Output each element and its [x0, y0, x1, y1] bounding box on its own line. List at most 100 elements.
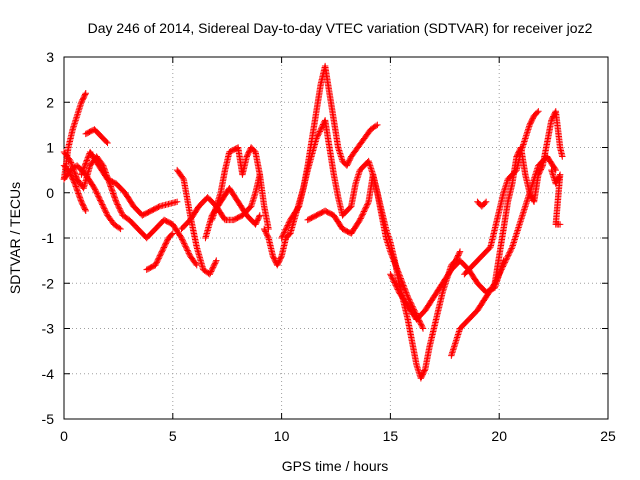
data-point	[108, 184, 115, 192]
data-point	[95, 193, 102, 200]
series-track-20	[548, 166, 564, 228]
data-point	[364, 201, 371, 208]
y-tick-label: -3	[42, 321, 55, 337]
y-tick-label: 3	[46, 49, 54, 65]
data-point	[75, 190, 82, 197]
data-point	[71, 180, 79, 187]
x-tick-label: 10	[274, 428, 290, 444]
data-point	[358, 213, 365, 221]
data-point	[173, 198, 181, 205]
data-point	[152, 261, 159, 269]
data-point	[113, 199, 121, 207]
data-point	[110, 190, 117, 197]
data-point	[97, 198, 105, 205]
data-point	[72, 171, 79, 179]
series-track-14	[304, 171, 464, 382]
data-point	[111, 194, 118, 201]
data-point	[419, 323, 426, 331]
data-point	[315, 131, 322, 138]
y-tick-label: 2	[46, 94, 54, 110]
data-point	[104, 176, 112, 183]
data-point	[357, 215, 364, 222]
data-point	[318, 124, 325, 131]
data-point	[78, 171, 85, 178]
data-point	[418, 322, 425, 329]
x-axis-label: GPS time / hours	[282, 458, 389, 474]
data-point	[508, 245, 515, 252]
data-point	[82, 160, 89, 167]
data-point	[84, 154, 92, 161]
data-point	[68, 173, 75, 181]
data-point	[207, 268, 215, 275]
data-point	[264, 233, 272, 240]
data-point	[279, 233, 286, 240]
data-point	[400, 282, 407, 289]
data-point	[83, 158, 90, 166]
data-point	[157, 251, 164, 258]
data-point	[98, 199, 105, 207]
data-point	[169, 230, 176, 237]
data-point	[387, 271, 394, 278]
data-points	[60, 62, 566, 382]
data-point	[186, 251, 193, 258]
series-track-12	[260, 62, 381, 269]
data-point	[505, 252, 512, 259]
data-point	[116, 206, 124, 214]
data-point	[358, 212, 366, 219]
data-point	[108, 186, 115, 193]
data-point	[346, 204, 354, 211]
data-point	[69, 164, 77, 172]
data-point	[102, 170, 110, 178]
data-point	[499, 263, 507, 270]
data-point	[82, 207, 89, 215]
data-point	[72, 173, 80, 180]
data-point	[163, 237, 171, 244]
data-point	[400, 283, 408, 291]
data-point	[103, 209, 110, 216]
data-point	[389, 275, 396, 282]
data-point	[162, 240, 170, 247]
data-point	[67, 157, 74, 165]
data-point	[99, 162, 107, 169]
data-point	[91, 186, 99, 193]
data-point	[535, 108, 542, 115]
data-point	[77, 197, 85, 204]
data-point	[102, 169, 109, 176]
data-point	[102, 208, 109, 215]
data-point	[113, 198, 120, 205]
data-point	[374, 121, 381, 129]
data-point	[107, 183, 114, 190]
data-point	[394, 286, 401, 293]
data-point	[209, 265, 216, 272]
data-point	[280, 230, 287, 238]
y-tick-label: -5	[42, 411, 55, 427]
data-point	[161, 241, 169, 248]
data-point	[391, 280, 399, 288]
data-point	[105, 179, 113, 186]
data-point	[163, 238, 170, 246]
data-point	[360, 209, 367, 217]
data-point	[82, 161, 89, 168]
x-tick-labels: 0 5 10 15 20 25	[60, 428, 616, 444]
x-tick-label: 0	[60, 428, 68, 444]
data-point	[68, 162, 76, 169]
data-point	[81, 206, 89, 213]
data-point	[481, 199, 489, 207]
y-tick-label: 0	[46, 185, 54, 201]
y-tick-label: -1	[42, 230, 55, 246]
data-point	[74, 188, 82, 196]
data-point	[109, 188, 116, 196]
y-tick-label: -4	[42, 366, 55, 382]
data-point	[486, 244, 493, 252]
data-point	[313, 133, 321, 141]
data-point	[421, 367, 428, 374]
data-point	[101, 205, 108, 212]
data-point	[502, 257, 509, 265]
data-point	[116, 205, 123, 212]
series-track-9	[202, 185, 264, 242]
data-point	[401, 285, 408, 292]
data-point	[152, 260, 160, 267]
data-point	[158, 249, 165, 257]
data-point	[390, 277, 397, 285]
